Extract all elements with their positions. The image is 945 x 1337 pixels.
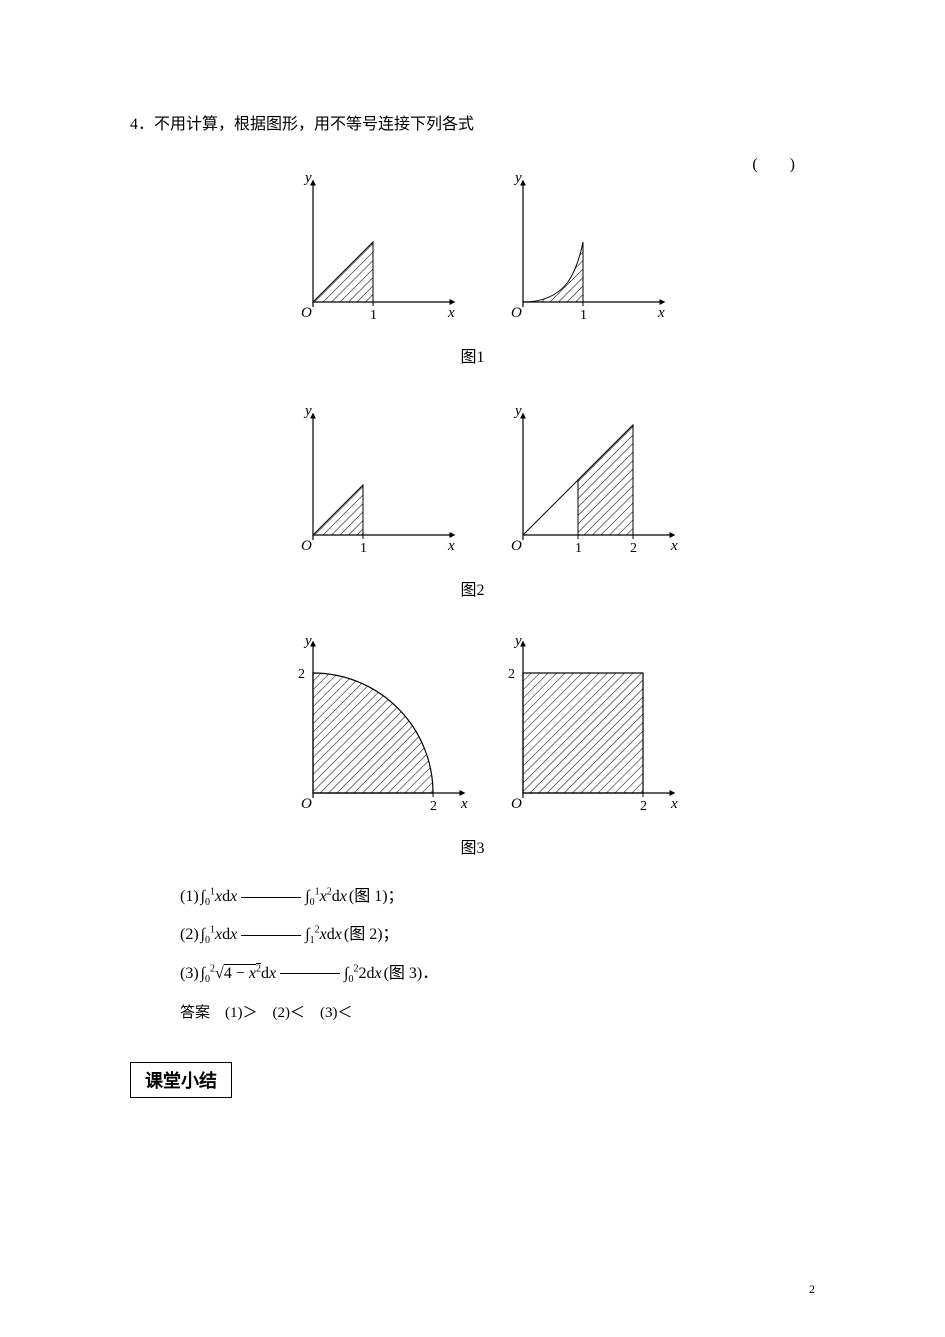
row2-blank	[241, 935, 301, 936]
question-line: 4．不用计算，根据图形，用不等号连接下列各式	[130, 110, 815, 134]
svg-text:2: 2	[640, 799, 647, 814]
svg-text:y: y	[513, 633, 522, 649]
svg-text:y: y	[303, 170, 312, 186]
svg-text:y: y	[303, 633, 312, 649]
svg-text:2: 2	[630, 541, 637, 556]
row3-rhs: ∫022dx	[344, 955, 382, 993]
summary-box: 课堂小结	[130, 1062, 232, 1098]
svg-text:2: 2	[508, 667, 515, 682]
row3-lhs: ∫02√4 − x2dx	[201, 955, 276, 993]
formula-row-2: (2) ∫01xdx ∫12xdx (图 2)；	[180, 916, 815, 954]
svg-text:O: O	[511, 796, 522, 812]
svg-text:1: 1	[575, 541, 582, 556]
formula-list: (1) ∫01xdx ∫01x2dx (图 1)； (2) ∫01xdx ∫12…	[180, 878, 815, 993]
svg-text:y: y	[513, 403, 522, 419]
svg-text:O: O	[511, 305, 522, 321]
row3-figref: (图 3)．	[384, 955, 439, 993]
svg-text:1: 1	[370, 308, 377, 323]
figure-2-svg: y x O 1 y x O 1 2	[253, 395, 693, 565]
row1-lhs: ∫01xdx	[201, 878, 238, 916]
row1-blank	[241, 897, 301, 898]
row3-blank	[280, 973, 340, 974]
figure-3: y x O 2 2 y x O 2 2 图3	[130, 628, 815, 858]
row3-prefix: (3)	[180, 955, 199, 993]
page-number: 2	[809, 1282, 815, 1297]
figure-2-caption: 图2	[130, 576, 815, 600]
svg-text:1: 1	[580, 308, 587, 323]
svg-text:y: y	[513, 170, 522, 186]
page: 4．不用计算，根据图形，用不等号连接下列各式 ( ) y x O	[0, 0, 945, 1337]
answers-line: 答案 (1)＞ (2)＜ (3)＜	[180, 1001, 815, 1022]
row2-rhs: ∫12xdx	[305, 916, 342, 954]
answer-paren: ( )	[752, 150, 795, 174]
figure-3-caption: 图3	[130, 834, 815, 858]
answer-label: 答案	[180, 1005, 210, 1021]
svg-text:O: O	[511, 538, 522, 554]
svg-text:1: 1	[360, 541, 367, 556]
svg-text:2: 2	[430, 799, 437, 814]
svg-text:x: x	[447, 305, 455, 321]
svg-text:y: y	[303, 403, 312, 419]
svg-text:x: x	[447, 538, 455, 554]
formula-row-3: (3) ∫02√4 − x2dx ∫022dx (图 3)．	[180, 955, 815, 993]
svg-text:x: x	[460, 796, 468, 812]
answers-text: (1)＞ (2)＜ (3)＜	[210, 1005, 352, 1021]
question-number: 4．	[130, 116, 154, 133]
row2-lhs: ∫01xdx	[201, 916, 238, 954]
figure-3-svg: y x O 2 2 y x O 2 2	[253, 628, 693, 823]
row1-prefix: (1)	[180, 878, 199, 916]
svg-text:x: x	[670, 538, 678, 554]
row1-rhs: ∫01x2dx	[305, 878, 347, 916]
svg-text:2: 2	[298, 667, 305, 682]
figure-1: y x O 1 y x O 1 图1	[130, 162, 815, 367]
figure-2: y x O 1 y x O 1 2 图2	[130, 395, 815, 600]
question-text: 不用计算，根据图形，用不等号连接下列各式	[154, 116, 474, 133]
figure-1-caption: 图1	[130, 343, 815, 367]
row2-figref: (图 2)；	[344, 916, 399, 954]
svg-text:x: x	[657, 305, 665, 321]
row1-figref: (图 1)；	[349, 878, 404, 916]
row2-prefix: (2)	[180, 916, 199, 954]
formula-row-1: (1) ∫01xdx ∫01x2dx (图 1)；	[180, 878, 815, 916]
svg-text:O: O	[301, 305, 312, 321]
svg-text:x: x	[670, 796, 678, 812]
figure-1-svg: y x O 1 y x O 1	[253, 162, 693, 332]
svg-text:O: O	[301, 538, 312, 554]
svg-text:O: O	[301, 796, 312, 812]
